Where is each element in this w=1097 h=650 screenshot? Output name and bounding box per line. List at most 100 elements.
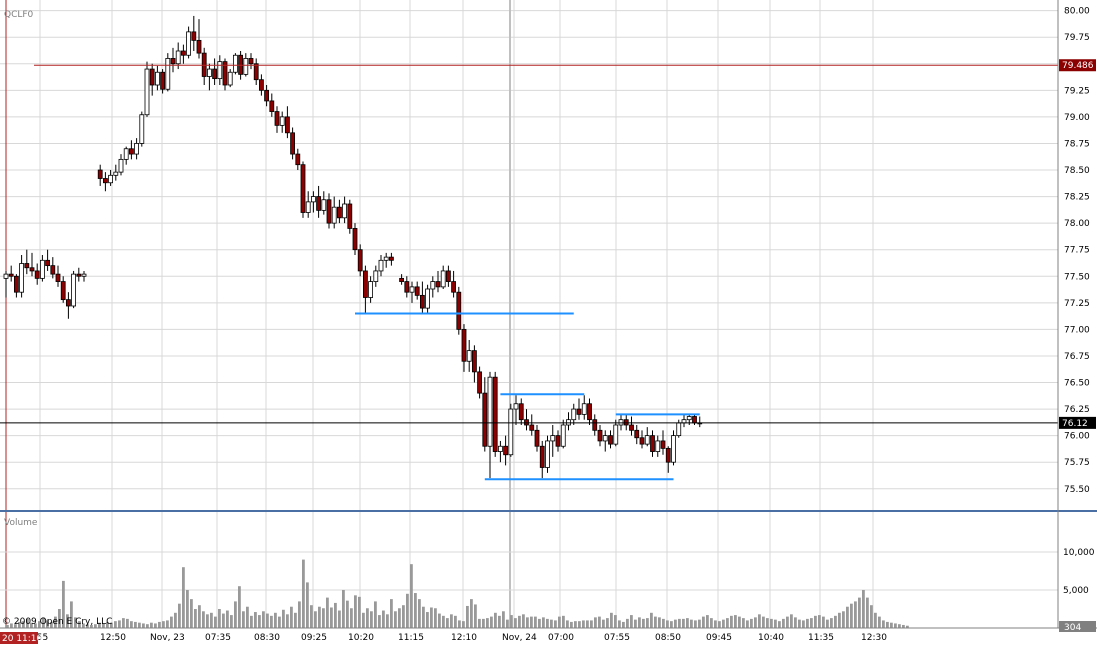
volume-bar [862,590,865,628]
volume-bar [250,615,253,628]
candle-body-down [388,256,394,261]
candle [139,111,145,147]
candle-body-down [399,277,405,282]
volume-bar [602,619,605,628]
candle-body-down [55,273,61,282]
candle-body-down [264,89,270,102]
candle [482,377,488,452]
candle-body-down [34,270,40,279]
candle [497,440,503,463]
volume-bar [186,590,189,628]
candle [331,196,337,229]
candle [310,191,316,213]
candle [217,55,223,85]
price-line-label-box [1059,59,1096,72]
volume-bar [234,601,237,628]
candle [103,172,108,192]
volume-bar [390,599,393,628]
candle [477,366,483,399]
candle [50,257,56,279]
candle [671,430,676,466]
candle-body-down [290,132,296,155]
volume-tick-label: 5,000 [1063,586,1089,596]
price-line-label: 76.12 [1062,419,1088,429]
candle-body-down [149,68,155,86]
volume-bar [78,621,81,628]
volume-bar [658,617,661,628]
volume-bar [254,612,257,628]
candle-body-down [482,392,488,447]
volume-value-label: 304 [1064,623,1081,633]
volume-bar [846,606,849,628]
candle-body-up [243,58,249,75]
volume-bar [118,620,121,628]
volume-bar [434,608,437,628]
volume-bar [538,618,541,628]
candle-body-up [123,148,129,160]
candle-body-up [113,171,119,176]
candle-body-up [618,419,624,426]
volume-bar [166,620,169,628]
candle-body-up [409,286,415,293]
volume-bar [450,614,453,628]
candle [113,164,119,181]
candle-body-up [342,203,348,219]
y-tick-label: 77.25 [1064,299,1090,309]
candle-body-down [347,203,353,229]
volume-bar [714,620,717,628]
candle-body-down [660,440,666,449]
volume-bar [82,623,85,628]
x-tick-label: 07:00 [548,633,574,643]
candle-body-down [45,259,50,267]
candle-body-up [108,174,113,184]
x-tick-label: 11:35 [808,633,834,643]
volume-bar [338,610,341,628]
volume-bar [346,600,349,628]
candle [508,403,514,457]
volume-bar [66,614,69,628]
candle [326,193,332,229]
volume-bar [766,618,769,628]
candle-body-up [71,273,76,307]
candle-body-down [639,437,645,445]
candle-body-down [60,281,66,301]
candle-body-down [170,58,176,65]
candle [566,412,571,431]
volume-bar [578,621,581,628]
candle [336,199,342,224]
x-tick-label: 07:35 [205,633,231,643]
volume-bar [182,567,185,628]
volume-bar [646,618,649,628]
volume-bar [214,616,217,628]
candle-body-down [435,281,441,288]
volume-bar [634,619,637,628]
volume-bar [650,612,653,628]
volume-bar [614,615,617,628]
candle [534,425,540,452]
volume-bar [750,618,753,628]
candle [456,286,462,335]
candle-body-up [383,256,389,261]
volume-bar [586,620,589,628]
y-tick-label: 78.75 [1064,139,1090,149]
candle-body-down [587,403,592,421]
volume-bar [642,618,645,628]
volume-bar [194,609,197,628]
volume-bar [618,620,621,628]
candle [555,430,561,452]
volume-bar [106,621,109,628]
volume-bar [666,620,669,628]
y-tick-label: 77.00 [1064,325,1090,335]
volume-bar [582,620,585,628]
volume-bar [230,615,233,628]
candle [253,58,259,85]
candle-body-down [212,68,218,80]
volume-bar [554,620,557,628]
volume-bar [266,613,269,628]
volume-bar [626,618,629,628]
candle [597,425,603,447]
volume-bar [606,618,609,628]
candle-body-down [326,199,332,224]
